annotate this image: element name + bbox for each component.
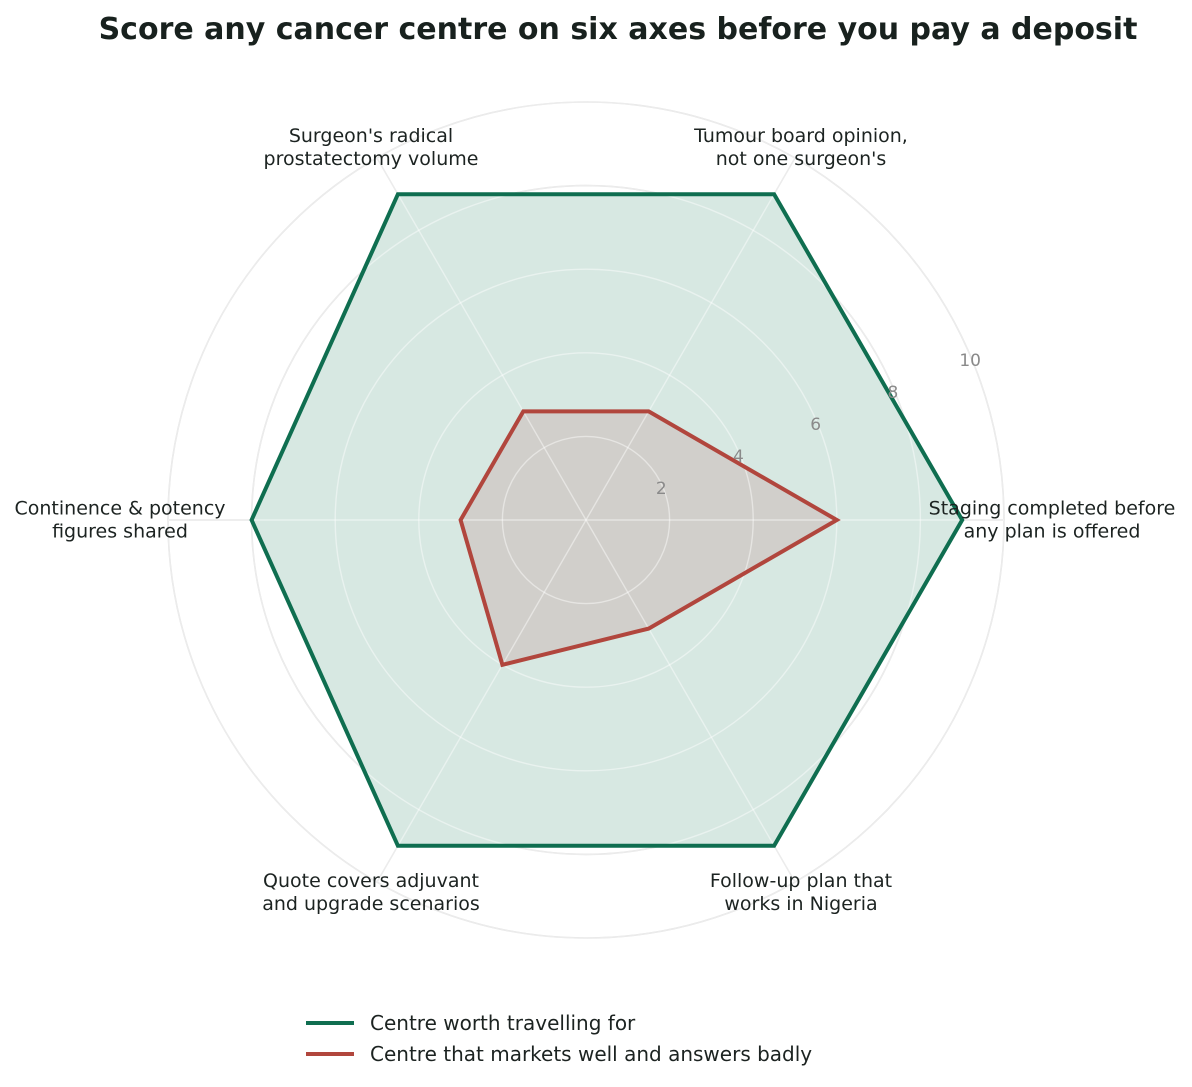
legend: Centre worth travelling for Centre that … (306, 1007, 812, 1069)
radar-series (167, 101, 1005, 939)
series-line (249, 192, 965, 848)
grid-circle-overlay (501, 435, 671, 605)
axis-label: Staging completed before any plan is offe… (929, 498, 1176, 543)
radial-ticks: 2 4 6 8 10 (656, 351, 981, 499)
series-area (460, 411, 837, 665)
axis-label-line: figures shared (52, 521, 188, 543)
legend-label: Centre worth travelling for (370, 1010, 636, 1035)
grid-spoke-overlay (376, 157, 587, 521)
axis-label: Tumour board opinion, not one surgeon's (693, 125, 908, 170)
axis-label-line: not one surgeon's (716, 148, 887, 170)
grid-circle-overlay (167, 101, 1005, 939)
radial-tick-label: 2 (656, 479, 667, 499)
axis-label-line: Staging completed before (929, 498, 1176, 520)
series-line (458, 409, 841, 668)
radial-tick-label: 4 (733, 447, 744, 467)
axis-label-line: Follow-up plan that (710, 870, 892, 892)
legend-item: Centre that markets well and answers bad… (306, 1038, 812, 1069)
legend-item: Centre worth travelling for (306, 1007, 812, 1038)
axis-label-line: and upgrade scenarios (262, 893, 480, 915)
axis-label-line: Quote covers adjuvant (263, 870, 479, 892)
radial-tick-label: 6 (810, 415, 821, 435)
chart-title: Score any cancer centre on six axes befo… (98, 12, 1138, 47)
grid-spoke-overlay (585, 157, 796, 521)
radial-tick-label: 8 (888, 383, 899, 403)
radial-tick-label: 10 (959, 351, 981, 371)
legend-swatch (306, 1020, 354, 1025)
axis-label-line: Tumour board opinion, (693, 125, 908, 147)
axis-label-line: Continence & potency (14, 498, 225, 520)
grid-spoke-overlay (376, 519, 587, 883)
axis-label: Follow-up plan that works in Nigeria (710, 870, 892, 915)
legend-label: Centre that markets well and answers bad… (370, 1041, 813, 1066)
radar-chart: 2 4 6 8 10 Staging completed before any plan … (14, 101, 1175, 939)
axis-label: Surgeon's radical prostatectomy volume (264, 125, 479, 170)
legend-swatch (306, 1051, 354, 1056)
axis-label-line: prostatectomy volume (264, 148, 479, 170)
axis-label-line: Surgeon's radical (289, 125, 453, 147)
grid-spoke-overlay (585, 519, 796, 883)
axis-label-line: any plan is offered (964, 521, 1141, 543)
grid-circle-overlay (418, 352, 754, 688)
axis-label: Quote covers adjuvant and upgrade scenari… (262, 870, 480, 915)
axis-label: Continence & potency figures shared (14, 498, 225, 543)
axis-labels: Staging completed before any plan is offe… (14, 125, 1175, 915)
axis-label-line: works in Nigeria (724, 893, 877, 915)
